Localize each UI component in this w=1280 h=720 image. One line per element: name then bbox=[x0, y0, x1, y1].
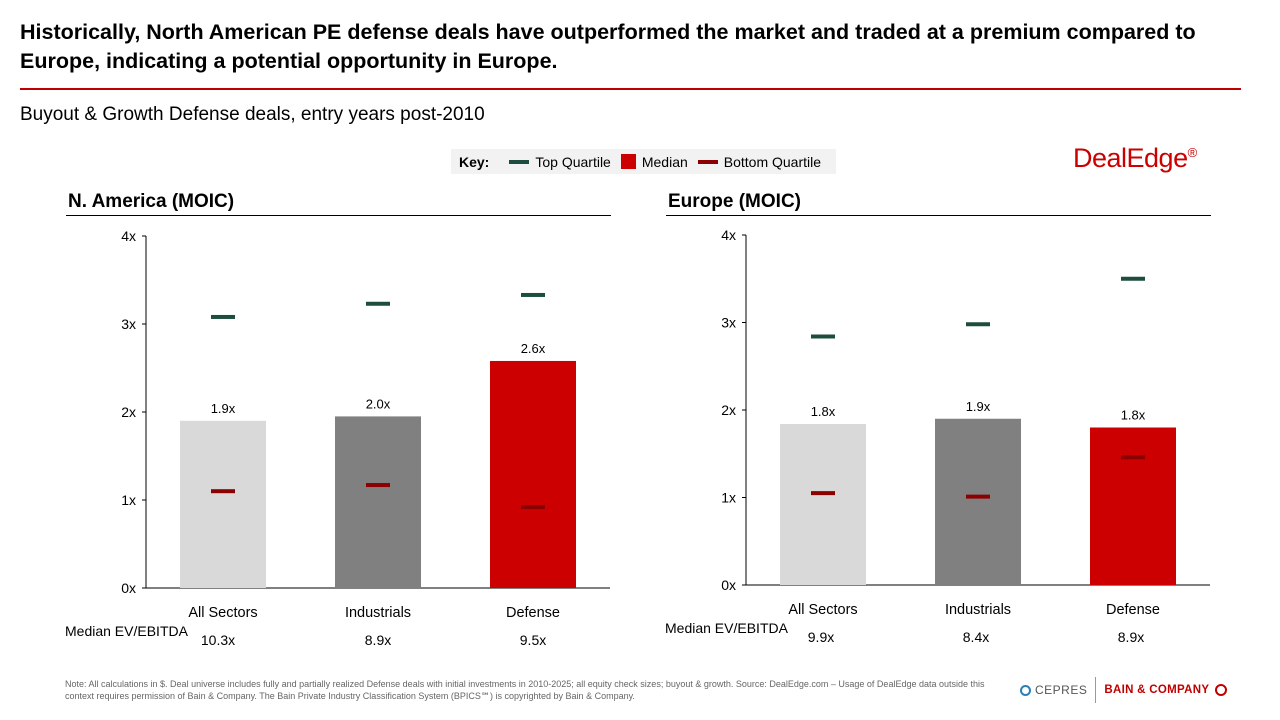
north-america-median-label-industrials: 2.0x bbox=[366, 396, 391, 411]
bottom-quartile-swatch bbox=[697, 159, 718, 164]
europe-top-quartile-marker-industrials bbox=[966, 322, 990, 327]
legend-median-label: Median bbox=[641, 153, 688, 170]
europe-y-tick-label: 0x bbox=[721, 577, 736, 593]
europe-ev-ebitda-all-sectors: 9.9x bbox=[807, 629, 835, 645]
europe-category-label-industrials: Industrials bbox=[945, 602, 1011, 618]
north-america-category-label-industrials: Industrials bbox=[345, 605, 411, 621]
bain-text: BAIN & COMPANY bbox=[1104, 684, 1210, 696]
north-america-ev-ebitda-label: Median EV/EBITDA bbox=[65, 623, 188, 639]
legend-bottom-quartile-label: Bottom Quartile bbox=[723, 153, 822, 170]
cepres-icon bbox=[1020, 684, 1031, 696]
europe-top-quartile-marker-defense bbox=[1121, 276, 1145, 281]
north-america-median-label-defense: 2.6x bbox=[521, 341, 546, 356]
north-america-top-quartile-marker-industrials bbox=[366, 301, 390, 306]
legend-top-quartile-label: Top Quartile bbox=[535, 153, 611, 170]
page-title: Historically, North American PE defense … bbox=[20, 20, 1196, 73]
north-america-y-tick-label: 1x bbox=[121, 492, 136, 508]
europe-median-bar-defense bbox=[1090, 427, 1176, 585]
page-subtitle: Buyout & Growth Defense deals, entry yea… bbox=[20, 104, 485, 125]
north-america-category-label-all-sectors: All Sectors bbox=[188, 605, 257, 621]
median-swatch bbox=[620, 154, 636, 169]
footnote: Note: All calculations in $. Deal univer… bbox=[65, 679, 985, 701]
europe-median-label-industrials: 1.9x bbox=[966, 399, 991, 414]
registered-mark: ® bbox=[1187, 145, 1198, 160]
europe-y-tick-label: 4x bbox=[721, 227, 736, 243]
cepres-logo: CEPRES bbox=[1020, 683, 1087, 697]
europe-y-tick-label: 3x bbox=[721, 315, 736, 331]
north-america-category-label-defense: Defense bbox=[506, 605, 560, 621]
legend: Key: Top Quartile Median Bottom Quartile bbox=[451, 149, 836, 174]
europe-category-label-all-sectors: All Sectors bbox=[788, 602, 857, 618]
europe-y-tick-label: 2x bbox=[721, 402, 736, 418]
europe-chart-title: Europe (MOIC) bbox=[668, 191, 801, 212]
legend-key-label: Key: bbox=[459, 153, 490, 170]
north-america-bottom-quartile-marker-defense bbox=[521, 505, 545, 510]
europe-median-label-defense: 1.8x bbox=[1121, 408, 1146, 423]
north-america-median-bar-industrials bbox=[335, 416, 421, 588]
partner-logos: CEPRES BAIN & COMPANY bbox=[1020, 677, 1228, 703]
north-america-median-bar-all-sectors bbox=[180, 420, 266, 588]
north-america-ev-ebitda-all-sectors: 10.3x bbox=[200, 632, 236, 648]
north-america-ev-ebitda-defense: 9.5x bbox=[519, 632, 547, 648]
bain-logo: BAIN & COMPANY bbox=[1104, 684, 1228, 696]
europe-title-rule bbox=[666, 215, 1211, 216]
north-america-plot: 0x 1x 2x 3x 4x 1.9x All Sectors 2.0x Industrials… bbox=[121, 228, 610, 621]
north-america-y-tick-label: 2x bbox=[121, 404, 136, 420]
north-america-bottom-quartile-marker-industrials bbox=[366, 483, 390, 488]
brand-name: DealEdge bbox=[1073, 143, 1188, 173]
europe-ev-ebitda-defense: 8.9x bbox=[1117, 629, 1145, 645]
legend-item-top-quartile: Top Quartile bbox=[509, 153, 611, 170]
europe-chart: Europe (MOIC) 0x 1x 2x 3x 4x 1.8x All Sectors 1… bbox=[648, 185, 1248, 665]
europe-bottom-quartile-marker-defense bbox=[1121, 455, 1145, 460]
logo-separator bbox=[1095, 677, 1097, 703]
north-america-y-tick-label: 0x bbox=[121, 580, 136, 596]
europe-bottom-quartile-marker-all-sectors bbox=[811, 491, 835, 496]
europe-median-bar-all-sectors bbox=[780, 424, 866, 585]
europe-plot: 0x 1x 2x 3x 4x 1.8x All Sectors 1.9x Industrials… bbox=[721, 227, 1210, 618]
europe-top-quartile-marker-all-sectors bbox=[811, 334, 835, 339]
north-america-title-rule bbox=[66, 215, 611, 216]
dealedge-logo: DealEdge® bbox=[1073, 143, 1197, 174]
north-america-chart: N. America (MOIC) 0x 1x 2x 3x 4x 1.9x All Sect… bbox=[48, 185, 648, 665]
europe-ev-ebitda-label: Median EV/EBITDA bbox=[665, 620, 788, 636]
north-america-y-tick-label: 3x bbox=[121, 316, 136, 332]
europe-ev-ebitda-industrials: 8.4x bbox=[962, 629, 990, 645]
title-divider bbox=[20, 88, 1241, 90]
north-america-bottom-quartile-marker-all-sectors bbox=[211, 489, 235, 494]
bain-circle-icon bbox=[1215, 684, 1228, 696]
europe-category-label-defense: Defense bbox=[1106, 602, 1160, 618]
north-america-top-quartile-marker-defense bbox=[521, 292, 545, 297]
north-america-chart-title: N. America (MOIC) bbox=[68, 191, 235, 212]
legend-item-median: Median bbox=[620, 153, 688, 170]
europe-median-label-all-sectors: 1.8x bbox=[811, 404, 836, 419]
north-america-median-bar-defense bbox=[490, 360, 576, 588]
north-america-top-quartile-marker-all-sectors bbox=[211, 314, 235, 319]
cepres-text: CEPRES bbox=[1035, 683, 1088, 697]
north-america-ev-ebitda-industrials: 8.9x bbox=[364, 632, 392, 648]
top-quartile-swatch bbox=[509, 159, 530, 164]
europe-median-bar-industrials bbox=[935, 418, 1021, 585]
legend-item-bottom-quartile: Bottom Quartile bbox=[697, 153, 822, 170]
europe-bottom-quartile-marker-industrials bbox=[966, 494, 990, 499]
north-america-y-tick-label: 4x bbox=[121, 228, 136, 244]
europe-y-tick-label: 1x bbox=[721, 490, 736, 506]
north-america-median-label-all-sectors: 1.9x bbox=[211, 401, 236, 416]
